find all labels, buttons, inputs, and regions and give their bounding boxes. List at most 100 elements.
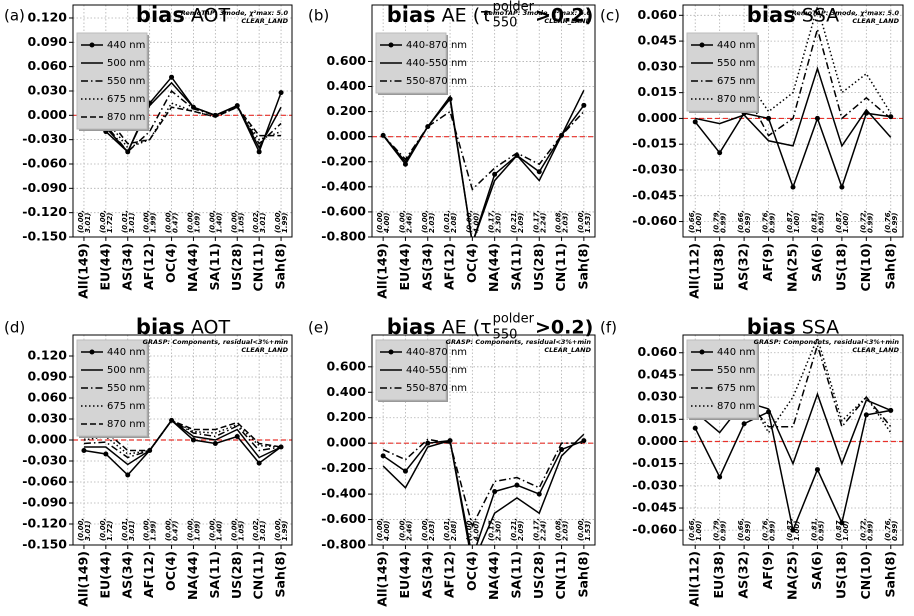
- y-tick-label: 0.060: [637, 344, 677, 359]
- x-tick-label: NA(44): [185, 551, 200, 600]
- x-tick-label: SA(6): [809, 243, 824, 282]
- x-tick-label: Sah(8): [575, 243, 590, 289]
- plot-area: [380, 433, 587, 545]
- series-line: [83, 419, 282, 452]
- title-tail: >0.2): [535, 5, 593, 27]
- series-line: [695, 5, 892, 114]
- legend-label: 550-870 nm: [406, 383, 467, 394]
- series-line: [382, 89, 585, 237]
- category-note: (0.02,: [252, 210, 260, 233]
- category-note: 0.47): [172, 521, 180, 541]
- y-tick-label: 0.030: [27, 82, 67, 97]
- plot-area: [81, 417, 284, 478]
- title-bold: bias: [136, 3, 185, 27]
- x-tick-label: All(149): [75, 243, 90, 299]
- category-note: (0.01,: [121, 518, 129, 541]
- marker: [863, 412, 869, 418]
- category-note: 1.00): [842, 213, 850, 233]
- category-note: 2.03): [428, 213, 436, 233]
- x-tick-label: CN(11): [251, 243, 266, 291]
- x-tick-label: SA(6): [809, 551, 824, 590]
- y-tick-label: -0.800: [321, 537, 366, 552]
- series-line: [83, 419, 282, 466]
- category-note: 1.00): [695, 521, 703, 541]
- x-tick-label: EU(44): [97, 551, 112, 599]
- x-tick-label: OC(4): [464, 551, 479, 591]
- category-note: (0.00,: [421, 210, 429, 233]
- y-tick-label: 0.090: [27, 34, 67, 49]
- y-tick-label: 0.400: [326, 384, 366, 399]
- x-tick-label: OC(4): [464, 243, 479, 283]
- category-note: 2.24): [539, 213, 547, 233]
- category-note: (0.00,: [165, 518, 173, 541]
- category-note: 0.99): [744, 521, 752, 541]
- category-note: 0.99): [891, 521, 899, 541]
- category-note: 0.99): [866, 521, 874, 541]
- y-tick-label: -0.400: [321, 486, 366, 501]
- legend-label: 675 nm: [107, 94, 145, 105]
- series-line: [83, 419, 282, 459]
- axes-frame: [371, 4, 596, 238]
- y-tick-label: 0.000: [326, 128, 366, 143]
- axes-frame: [72, 334, 293, 546]
- axes-frame: [682, 4, 904, 238]
- category-note: 1.05): [237, 521, 245, 541]
- marker: [790, 527, 796, 533]
- series-line: [83, 102, 282, 149]
- category-note: (0.00,: [398, 210, 406, 233]
- y-tick-label: 0.030: [637, 58, 677, 73]
- category-note: 1.00): [793, 213, 801, 233]
- y-tick-label: -0.060: [22, 474, 67, 489]
- category-note: 1.09): [193, 213, 201, 233]
- x-tick-label: NA(44): [486, 243, 501, 292]
- legend-label: 550 nm: [107, 383, 145, 394]
- category-note: (0.00,: [376, 210, 384, 233]
- marker: [514, 482, 520, 488]
- title-bold: bias: [387, 315, 436, 339]
- legend-label: 440 nm: [717, 347, 755, 358]
- category-note: (0.01,: [443, 518, 451, 541]
- category-note: 2.08): [450, 213, 458, 233]
- x-tick-label: All(149): [375, 243, 390, 299]
- chart-title: bias SSA: [747, 315, 839, 339]
- note: CLEAR_LAND: [544, 17, 591, 25]
- x-tick-label: Sah(8): [882, 551, 897, 597]
- x-tick-label: AF(12): [442, 551, 457, 598]
- category-note: 4.00): [472, 213, 480, 233]
- y-tick-label: -0.015: [632, 136, 677, 151]
- x-tick-label: SA(11): [508, 551, 523, 599]
- marker: [190, 437, 196, 443]
- marker: [790, 184, 796, 190]
- category-note: (0.00,: [208, 210, 216, 233]
- category-note: (0.00,: [77, 518, 85, 541]
- plot-area: [380, 89, 587, 237]
- category-note: (0.00,: [274, 518, 282, 541]
- category-note: 2.08): [450, 521, 458, 541]
- marker: [169, 74, 175, 80]
- category-note: (0.00,: [577, 210, 585, 233]
- title-sup: polder: [493, 0, 535, 15]
- series-line: [83, 419, 282, 455]
- y-tick-label: 0.200: [326, 409, 366, 424]
- note: CLEAR_LAND: [241, 346, 288, 354]
- legend-label: 870 nm: [717, 94, 755, 105]
- category-note: (0.00,: [421, 518, 429, 541]
- x-tick-label: AF(12): [141, 243, 156, 290]
- category-note: (0.87,: [786, 518, 794, 541]
- series-line: [83, 75, 282, 154]
- panel-label: (c): [600, 7, 620, 25]
- panel-label: (d): [4, 319, 25, 337]
- marker: [814, 115, 820, 121]
- category-note: (0.72,: [859, 518, 867, 541]
- x-tick-label: NA(44): [486, 551, 501, 600]
- y-tick-label: -0.030: [632, 161, 677, 176]
- category-note: 1.72): [106, 213, 114, 233]
- title-text: AOT: [191, 317, 231, 339]
- marker: [212, 441, 218, 446]
- category-note: 2.03): [562, 213, 570, 233]
- y-tick-label: -0.090: [22, 180, 67, 195]
- category-note: 1.99): [150, 213, 158, 233]
